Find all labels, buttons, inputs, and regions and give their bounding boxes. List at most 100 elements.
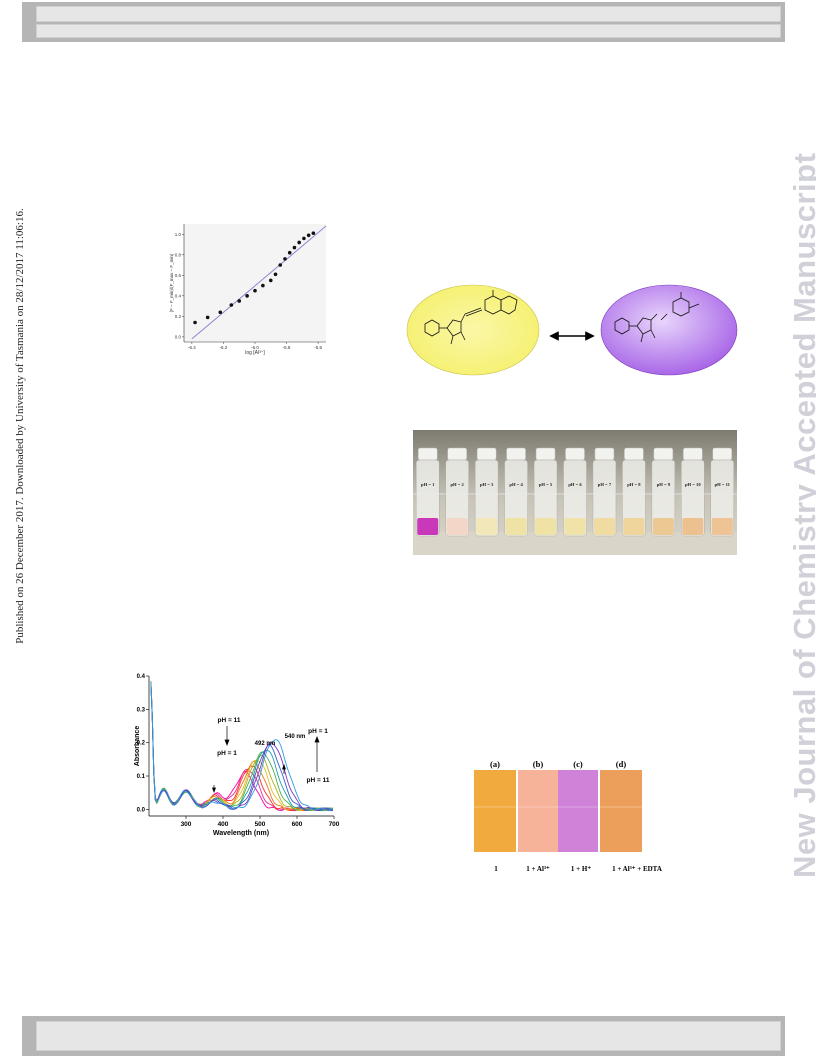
annotation-540nm: 540 nm [285, 734, 306, 740]
vial-body [474, 459, 499, 537]
vial-cap [594, 447, 615, 461]
publication-note: Published on 26 December 2017. Downloade… [14, 208, 26, 644]
vial-solution [711, 518, 733, 535]
vial-solution [652, 518, 674, 535]
strip-letter: (b) [533, 759, 544, 769]
vial-label: pH = 8 [627, 482, 641, 487]
double-arrow [549, 331, 595, 341]
vial-label: pH = 10 [685, 482, 701, 487]
vial-cap [476, 447, 497, 461]
header-bar-line [36, 24, 781, 38]
vial-body [622, 459, 646, 537]
vial-cap [653, 447, 674, 461]
vial: pH = 10 [681, 447, 705, 537]
y-tick-label: 0.6 [175, 273, 182, 278]
strip-caption: 1 + Al³⁺ [526, 865, 550, 873]
protonated-structure [614, 292, 700, 343]
data-point [278, 263, 283, 267]
data-point [283, 257, 287, 261]
data-point [229, 303, 234, 307]
vial-body [592, 459, 617, 537]
vial: pH = 5 [533, 447, 558, 537]
strip-paper [600, 770, 642, 852]
vial-body [681, 459, 705, 537]
vial-body [445, 459, 469, 537]
data-point [302, 236, 306, 241]
y-axis-label: Absorbance [134, 726, 141, 767]
y-tick-label: 1.0 [175, 232, 182, 237]
vial-body [563, 459, 587, 537]
x-tick-label: -6.0 [251, 345, 259, 350]
interconversion-scheme [406, 284, 738, 376]
vial-solution [476, 518, 498, 535]
strip-letter: (d) [616, 759, 627, 769]
footer-bar [22, 1016, 785, 1056]
strip-letter: (c) [573, 759, 583, 769]
data-point [253, 288, 257, 293]
data-point [287, 250, 292, 255]
test-strip: (b) 1 + Al³⁺ [518, 759, 558, 873]
vial-body [533, 459, 558, 537]
vial-label: pH = 3 [480, 482, 494, 487]
vial-cap [712, 447, 733, 461]
y-tick-label: 0.0 [175, 334, 182, 339]
test-strip: (d) 1 + Al³⁺ + EDTA [600, 759, 662, 873]
spectrum-curve [150, 681, 334, 812]
strip-paper [474, 770, 516, 852]
y-tick-label: 0.2 [175, 314, 182, 319]
data-point [193, 320, 197, 325]
strip-caption: 1 + Al³⁺ + EDTA [612, 865, 662, 873]
test-strips-figure: (a) 1 (b) 1 + Al³⁺ (c) 1 + H⁺ (d) 1 + Al³⁺ + ED… [474, 759, 682, 873]
x-tick-label: 600 [292, 821, 303, 828]
ph-vials-photo: pH = 1 pH = 2 pH = 3 pH = 4 pH = 5 pH = 6 pH =… [413, 430, 737, 555]
vial-body [651, 459, 676, 537]
binding-scatter-plot: -6.4 -6.2 -6.0 -5.8 -5.6 0.0 0.2 0.4 0.6 0.8 1.0 l… [169, 224, 327, 356]
vial: pH = 8 [622, 447, 646, 537]
data-point [245, 294, 249, 298]
vial-cap [624, 447, 644, 461]
spectrum-curve [150, 683, 333, 812]
vial-label: pH = 9 [657, 482, 671, 487]
y-tick-label: 0.1 [137, 774, 146, 780]
strip-caption: 1 [494, 865, 498, 873]
vial-cap [417, 447, 438, 461]
neutral-form-ellipse [406, 284, 540, 376]
neutral-structure [424, 290, 518, 345]
accepted-manuscript-watermark: New Journal of Chemistry Accepted Manusc… [787, 152, 816, 878]
y-tick-label: 0.0 [137, 807, 146, 813]
vial-label: pH = 7 [598, 482, 612, 487]
data-point [218, 310, 223, 315]
vial-cap [683, 447, 703, 461]
vial-label: pH = 11 [715, 482, 731, 487]
data-point [273, 272, 278, 277]
vial-label: pH = 1 [421, 482, 435, 487]
strip-letter: (a) [490, 759, 500, 769]
test-strip: (c) 1 + H⁺ [558, 759, 598, 873]
x-tick-label: 700 [329, 821, 340, 828]
x-axis-label: Wavelength (nm) [213, 830, 269, 837]
vial: pH = 3 [474, 447, 499, 537]
annotation-ph11-top: pH = 11 [218, 717, 241, 724]
vial-cap [535, 447, 556, 461]
y-tick-label: 0.2 [137, 741, 146, 747]
data-point [292, 245, 297, 250]
x-tick-label: -5.8 [283, 345, 291, 350]
vial-label: pH = 2 [451, 482, 465, 487]
vial-solution [623, 518, 645, 535]
vial-cap [447, 447, 467, 461]
table-surface [413, 532, 737, 555]
data-point [306, 233, 311, 238]
x-tick-label: 500 [255, 821, 266, 828]
data-point [205, 315, 210, 320]
annotation-ph1-mid: pH = 1 [217, 750, 237, 757]
vial: pH = 6 [563, 447, 587, 537]
header-bar-line [36, 6, 781, 22]
strip-caption: 1 + H⁺ [571, 865, 591, 873]
vial-solution [593, 518, 615, 535]
y-tick-label: 0.8 [175, 252, 182, 257]
test-strip: (a) 1 [474, 759, 516, 873]
annotation-arrows [211, 726, 320, 793]
plot-area [149, 676, 334, 816]
vial-label: pH = 6 [568, 482, 582, 487]
x-tick-label: -6.4 [188, 345, 196, 350]
